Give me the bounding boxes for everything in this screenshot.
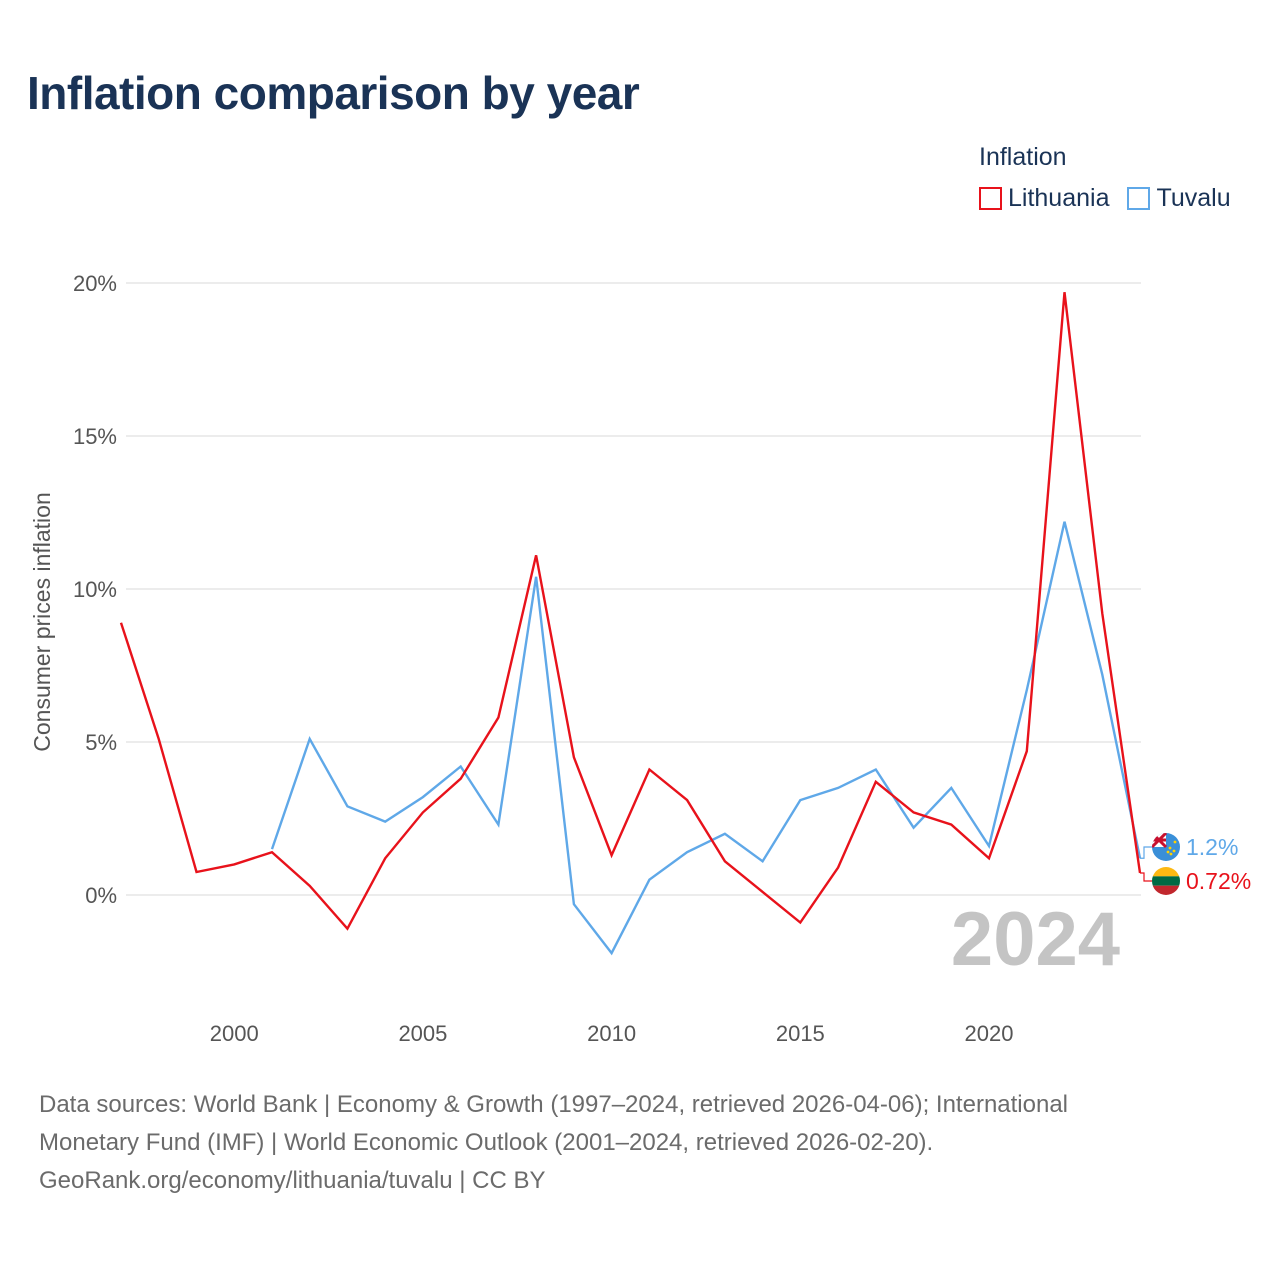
legend-item-tuvalu[interactable]: Tuvalu [1127,184,1231,213]
series-line-lithuania[interactable] [119,292,1142,931]
y-tick-label: 5% [85,730,117,755]
year-watermark: 2024 [951,897,1120,982]
end-connector-tuvalu [1140,846,1152,859]
legend-title: Inflation [979,143,1067,171]
footer-sources: Data sources: World Bank | Economy & Gro… [39,1086,1239,1200]
x-tick-label: 2020 [965,1021,1014,1046]
y-tick-label: 20% [73,271,117,296]
legend-label-lithuania: Lithuania [1008,184,1110,212]
end-value-label-tuvalu: 1.2% [1186,834,1238,860]
x-tick-label: 2010 [587,1021,636,1046]
end-connector-lithuania [1140,872,1152,882]
x-tick-label: 2005 [398,1021,447,1046]
footer-line-3[interactable]: GeoRank.org/economy/lithuania/tuvalu | C… [39,1167,546,1194]
legend-label-tuvalu: Tuvalu [1156,184,1231,212]
lithuania-flag-icon [1152,867,1180,895]
y-tick-label: 15% [73,424,117,449]
y-axis-label: Consumer prices inflation [29,492,55,752]
y-tick-label: 0% [85,883,117,908]
end-value-label-lithuania: 0.72% [1186,868,1251,894]
footer-line-2: Monetary Fund (IMF) | World Economic Out… [39,1129,934,1156]
line-chart: 0% 5% 10% 15% 20% 2000 2005 2010 2015 2020 Consu… [29,271,1251,1046]
legend-swatch-tuvalu [1127,187,1151,210]
x-tick-label: 2015 [776,1021,825,1046]
y-tick-label: 10% [73,577,117,602]
series-line-tuvalu[interactable] [270,521,1142,956]
x-tick-label: 2000 [210,1021,259,1046]
legend-item-lithuania[interactable]: Lithuania [979,184,1109,213]
tuvalu-flag-icon [1152,833,1180,861]
chart-title: Inflation comparison by year [27,67,640,119]
footer-line-1: Data sources: World Bank | Economy & Gro… [39,1091,1069,1118]
legend-swatch-lithuania [979,187,1002,210]
legend: Inflation Lithuania Tuvalu [979,143,1231,213]
